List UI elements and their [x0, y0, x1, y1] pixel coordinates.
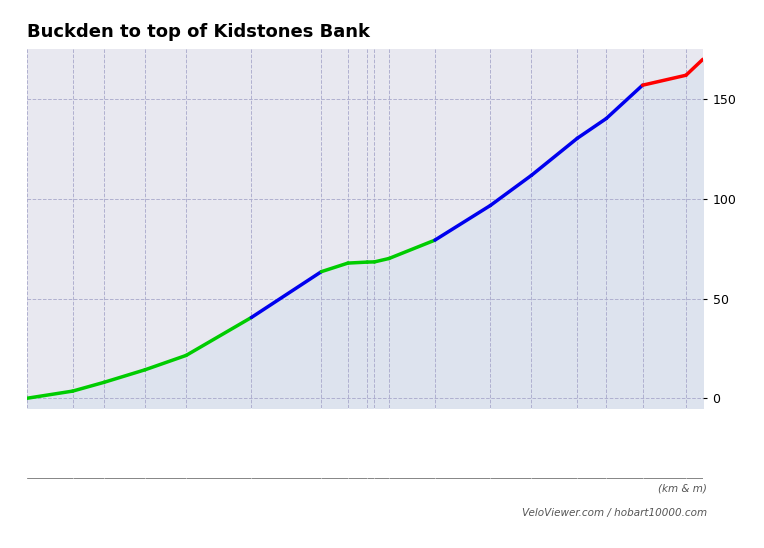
Text: Buckden to top of Kidstones Bank: Buckden to top of Kidstones Bank — [27, 23, 370, 41]
Text: 11.4: 11.4 — [684, 439, 705, 448]
Text: (km & m): (km & m) — [658, 483, 707, 493]
Text: 1: 1 — [332, 510, 338, 519]
Text: 8.2: 8.2 — [584, 439, 600, 448]
Text: 2.8: 2.8 — [686, 510, 702, 519]
Text: 1.1: 1.1 — [374, 439, 390, 448]
Text: 1.3: 1.3 — [363, 510, 379, 519]
Text: 4.1: 4.1 — [326, 439, 343, 448]
Text: 7.9: 7.9 — [278, 439, 294, 448]
Text: 4.8: 4.8 — [404, 439, 420, 448]
Text: 0.3: 0.3 — [80, 510, 96, 519]
Text: 1.8: 1.8 — [455, 510, 471, 519]
Text: 1.5: 1.5 — [404, 510, 420, 519]
Text: VeloViewer.com / hobart10000.com: VeloViewer.com / hobart10000.com — [522, 508, 707, 518]
Text: 0.6: 0.6 — [349, 439, 366, 448]
Text: 0.8: 0.8 — [211, 510, 227, 519]
Text: 11.2: 11.2 — [613, 439, 635, 448]
Text: 7.7: 7.7 — [503, 439, 519, 448]
Text: 4.3: 4.3 — [157, 439, 173, 448]
Text: 2.8: 2.8 — [656, 439, 672, 448]
Text: 2.5: 2.5 — [617, 510, 633, 519]
Text: 2: 2 — [508, 510, 513, 519]
Text: 0.5: 0.5 — [157, 510, 173, 519]
Text: 0.2: 0.2 — [363, 439, 379, 448]
Text: 6.2: 6.2 — [455, 439, 471, 448]
Text: 9.5: 9.5 — [546, 439, 562, 448]
Text: 7.0: 7.0 — [211, 439, 227, 448]
Text: 2.3: 2.3 — [546, 510, 562, 519]
Text: 3.4: 3.4 — [80, 439, 96, 448]
Text: 3.7: 3.7 — [116, 439, 133, 448]
Text: 1.9: 1.9 — [41, 439, 58, 448]
